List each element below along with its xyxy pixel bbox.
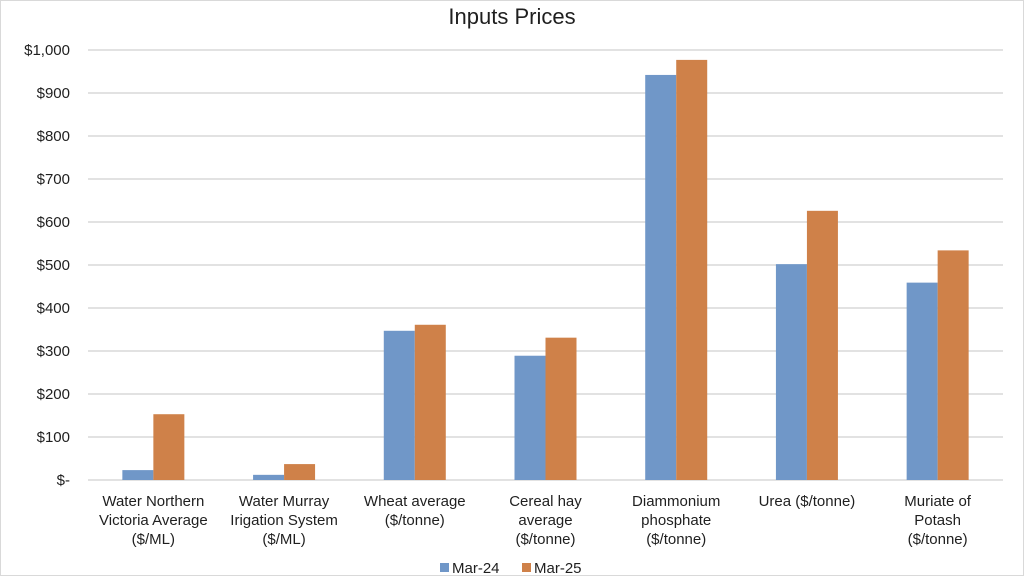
category-label: Diammonium [632, 493, 720, 510]
category-label: Muriate of [904, 493, 972, 510]
legend-label-mar-25: Mar-25 [534, 560, 582, 576]
category-label: Wheat average [364, 493, 466, 510]
category-label: ($/tonne) [908, 531, 968, 548]
chart-title: Inputs Prices [448, 4, 576, 29]
bar-mar-24-2 [383, 330, 415, 480]
y-axis-tick-labels: $- $100 $200 $300 $400 $500 $600 $700 $800 $900 $1… [24, 42, 70, 489]
bar-mar-24-6 [906, 282, 938, 480]
category-label: Irigation System [230, 512, 338, 529]
bars [122, 59, 969, 480]
y-tick-label: $300 [37, 343, 70, 360]
y-tick-label: $800 [37, 128, 70, 145]
category-label: Potash [914, 512, 961, 529]
bar-mar-25-1 [284, 464, 316, 480]
category-label: ($/tonne) [515, 531, 575, 548]
gridlines [88, 49, 1003, 481]
bar-mar-25-3 [545, 337, 577, 480]
category-label: ($/ML) [132, 531, 175, 548]
legend: Mar-24 Mar-25 [440, 560, 582, 576]
bar-mar-25-4 [676, 59, 708, 480]
y-tick-label: $500 [37, 257, 70, 274]
bar-mar-25-6 [937, 250, 969, 480]
bar-mar-25-0 [153, 414, 185, 480]
legend-swatch-mar-25 [522, 563, 531, 572]
bar-mar-24-1 [253, 474, 285, 480]
category-label: Urea ($/tonne) [759, 493, 856, 510]
bar-mar-24-3 [514, 355, 546, 480]
y-tick-label: $700 [37, 171, 70, 188]
y-tick-label: $- [57, 472, 70, 489]
category-label: Cereal hay [509, 493, 582, 510]
bar-mar-24-0 [122, 470, 154, 480]
bar-mar-24-5 [775, 264, 807, 480]
category-label: ($/ML) [262, 531, 305, 548]
category-label: ($/tonne) [646, 531, 706, 548]
category-label: phosphate [641, 512, 711, 529]
y-tick-label: $600 [37, 214, 70, 231]
bar-mar-24-4 [645, 74, 677, 480]
bar-mar-25-5 [806, 210, 838, 480]
y-tick-label: $200 [37, 386, 70, 403]
category-label: Water Northern [102, 493, 204, 510]
x-axis-category-labels: Water Northern Victoria Average ($/ML) Wate… [99, 493, 972, 548]
y-tick-label: $400 [37, 300, 70, 317]
bar-mar-25-2 [414, 324, 446, 480]
legend-swatch-mar-24 [440, 563, 449, 572]
legend-label-mar-24: Mar-24 [452, 560, 500, 576]
category-label: ($/tonne) [385, 512, 445, 529]
y-tick-label: $900 [37, 85, 70, 102]
category-label: average [518, 512, 572, 529]
y-tick-label: $1,000 [24, 42, 70, 59]
category-label: Victoria Average [99, 512, 208, 529]
category-label: Water Murray [239, 493, 330, 510]
y-tick-label: $100 [37, 429, 70, 446]
